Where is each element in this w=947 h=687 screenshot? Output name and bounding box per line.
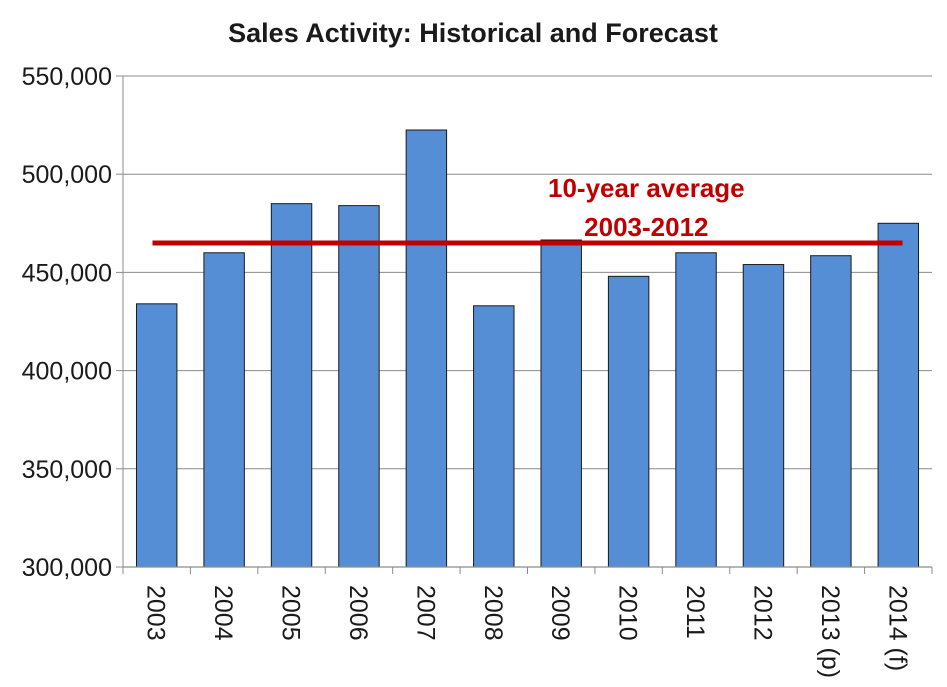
chart-title: Sales Activity: Historical and Forecast xyxy=(228,18,718,48)
bar xyxy=(877,222,920,568)
bar xyxy=(810,255,852,568)
x-tick-label: 2010 xyxy=(614,585,642,641)
y-tick-label: 500,000 xyxy=(22,161,112,189)
y-tick-label: 350,000 xyxy=(22,456,112,484)
x-tick-label: 2006 xyxy=(344,585,372,641)
x-tick-label: 2012 xyxy=(748,585,776,641)
x-tick-label: 2004 xyxy=(209,585,237,641)
average-line-group: 10-year average 2003-2012 xyxy=(152,173,903,246)
bar xyxy=(270,203,313,568)
x-tick-label: 2007 xyxy=(411,585,439,641)
x-tick-label: 2008 xyxy=(479,585,507,641)
y-tick-label: 300,000 xyxy=(22,554,112,582)
x-tick-label: 2009 xyxy=(546,585,574,641)
axes xyxy=(116,75,933,574)
x-tick-label: 2003 xyxy=(142,585,170,641)
bar xyxy=(405,129,448,568)
y-tick-label: 550,000 xyxy=(22,63,112,91)
bar xyxy=(203,252,245,568)
bar xyxy=(607,275,650,568)
x-tick-labels: 2003 2004 2005 2006 2007 2008 2009 2010 2011 2012… xyxy=(142,585,912,678)
bar xyxy=(473,305,515,568)
bar xyxy=(338,205,380,568)
gridlines xyxy=(123,75,932,470)
average-label-line: 10-year average xyxy=(548,173,745,203)
y-tick-label: 400,000 xyxy=(22,358,112,386)
x-tick-label: 2013 (p) xyxy=(816,585,844,678)
bar xyxy=(540,239,582,568)
y-tick-labels: 300,000 350,000 400,000 450,000 500,000 550,0… xyxy=(22,63,112,582)
bar xyxy=(675,252,717,568)
x-tick-label: 2014 (f) xyxy=(883,585,911,671)
y-tick-label: 450,000 xyxy=(22,259,112,287)
bars xyxy=(135,129,920,568)
average-label-line: 2003-2012 xyxy=(584,212,708,242)
x-tick-label: 2005 xyxy=(277,585,305,641)
bar xyxy=(135,303,178,568)
bar xyxy=(742,264,785,568)
x-tick-label: 2011 xyxy=(681,585,709,639)
